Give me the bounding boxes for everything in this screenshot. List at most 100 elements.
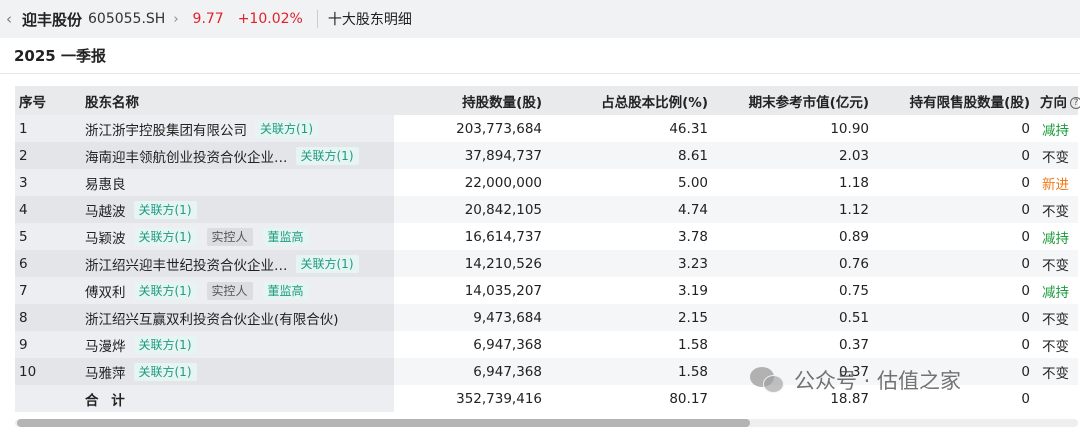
table-row[interactable]: 6 浙江绍兴迎丰世纪投资合伙企业… 关联方(1) 14,210,526 3.23 0.76… [15, 250, 1078, 277]
table-row[interactable]: 7 傅双利 关联方(1) 实控人 董监高 14,035,207 3.19 0.75 0 减持 [15, 277, 1078, 304]
back-icon[interactable]: ‹ [6, 10, 12, 28]
related-party-tag[interactable]: 关联方(1) [133, 362, 197, 381]
table-row[interactable]: 4 马越波 关联方(1) 20,842,105 4.74 1.12 0 不变 [15, 196, 1078, 223]
row-index: 3 [15, 169, 81, 196]
direction: 不变 [1036, 142, 1078, 169]
direction: 不变 [1036, 250, 1078, 277]
restricted-shares: 0 [875, 196, 1036, 223]
scrollbar-thumb[interactable] [17, 419, 750, 427]
share-ratio: 5.00 [548, 169, 714, 196]
shareholder-name[interactable]: 傅双利 [85, 284, 126, 301]
table-body: 1 浙江浙宇控股集团有限公司 关联方(1) 203,773,684 46.31 10.90… [15, 115, 1078, 412]
controller-tag: 实控人 [206, 281, 253, 300]
stock-price: 9.77 [192, 11, 224, 27]
restricted-shares: 0 [875, 223, 1036, 250]
direction: 不变 [1036, 196, 1078, 223]
direction: 减持 [1036, 223, 1078, 250]
related-party-tag[interactable]: 关联方(1) [255, 119, 318, 138]
row-index: 8 [15, 304, 81, 331]
direction: 新进 [1036, 169, 1078, 196]
col-header-market-value[interactable]: 期末参考市值(亿元) [714, 86, 875, 115]
report-period-title: 2025 一季报 [0, 38, 1080, 74]
share-ratio: 3.23 [548, 250, 714, 277]
restricted-shares: 0 [875, 331, 1036, 358]
market-value: 0.37 [714, 331, 875, 358]
row-index: 1 [15, 115, 81, 142]
col-header-restricted[interactable]: 持有限售股数量(股) [875, 86, 1036, 115]
row-index: 7 [15, 277, 81, 304]
table-row[interactable]: 10 马雅萍 关联方(1) 6,947,368 1.58 0.37 0 不变 [15, 358, 1078, 385]
related-party-tag[interactable]: 关联方(1) [133, 281, 197, 300]
share-ratio: 4.74 [548, 196, 714, 223]
share-ratio: 2.15 [548, 304, 714, 331]
col-header-shares[interactable]: 持股数量(股) [394, 86, 548, 115]
related-party-tag[interactable]: 关联方(1) [295, 146, 359, 165]
table-row[interactable]: 3 易惠良 22,000,000 5.00 1.18 0 新进 [15, 169, 1078, 196]
col-header-index[interactable]: 序号 [15, 86, 81, 115]
market-value: 2.03 [714, 142, 875, 169]
total-label: 合 计 [81, 385, 394, 412]
shares-held: 37,894,737 [394, 142, 548, 169]
market-value: 0.37 [714, 358, 875, 385]
market-value: 0.76 [714, 250, 875, 277]
total-index [15, 385, 81, 412]
market-value: 0.75 [714, 277, 875, 304]
restricted-shares: 0 [875, 169, 1036, 196]
share-ratio: 3.19 [548, 277, 714, 304]
direction: 减持 [1036, 277, 1078, 304]
direction: 不变 [1036, 304, 1078, 331]
shareholder-name-cell: 马颖波 关联方(1) 实控人 董监高 [81, 223, 394, 250]
share-ratio: 3.78 [548, 223, 714, 250]
shareholder-name-cell: 马越波 关联方(1) [81, 196, 394, 223]
share-ratio: 8.61 [548, 142, 714, 169]
row-index: 5 [15, 223, 81, 250]
related-party-tag[interactable]: 关联方(1) [133, 227, 197, 246]
help-icon[interactable]: ? [1070, 96, 1080, 109]
horizontal-scrollbar[interactable] [15, 419, 1078, 427]
shareholder-name[interactable]: 浙江浙宇控股集团有限公司 [85, 122, 247, 139]
total-ratio: 80.17 [548, 385, 714, 412]
shares-held: 203,773,684 [394, 115, 548, 142]
restricted-shares: 0 [875, 142, 1036, 169]
shareholder-name[interactable]: 马越波 [85, 203, 126, 220]
shareholder-name-cell: 傅双利 关联方(1) 实控人 董监高 [81, 277, 394, 304]
divider [316, 10, 318, 28]
shareholder-name-cell: 易惠良 [81, 169, 394, 196]
table-row[interactable]: 9 马漫烨 关联方(1) 6,947,368 1.58 0.37 0 不变 [15, 331, 1078, 358]
watermark-text: 公众号 · 估值之家 [794, 369, 962, 393]
shares-held: 6,947,368 [394, 331, 548, 358]
top-bar: ‹ 迎丰股份 605055.SH › 9.77 +10.02% 十大股东明细 [0, 0, 1080, 38]
shares-held: 16,614,737 [394, 223, 548, 250]
shareholder-name[interactable]: 马雅萍 [85, 365, 126, 382]
shareholder-name[interactable]: 浙江绍兴迎丰世纪投资合伙企业… [85, 257, 288, 274]
shareholders-table: 序号 股东名称 持股数量(股) 占总股本比例(%) 期末参考市值(亿元) 持有限… [15, 86, 1080, 412]
col-header-direction-cell[interactable]: 方向? [1036, 86, 1080, 115]
shareholder-name-cell: 浙江浙宇控股集团有限公司 关联方(1) [81, 115, 394, 142]
market-value: 10.90 [714, 115, 875, 142]
related-party-tag[interactable]: 关联方(1) [133, 200, 197, 219]
market-value: 0.89 [714, 223, 875, 250]
table-row[interactable]: 8 浙江绍兴互赢双利投资合伙企业(有限合伙) 9,473,684 2.15 0.51 0 不… [15, 304, 1078, 331]
table-row[interactable]: 1 浙江浙宇控股集团有限公司 关联方(1) 203,773,684 46.31 10.90… [15, 115, 1078, 142]
related-party-tag[interactable]: 关联方(1) [133, 335, 197, 354]
shareholder-name[interactable]: 易惠良 [85, 176, 126, 193]
market-value: 1.12 [714, 196, 875, 223]
col-header-name[interactable]: 股东名称 [81, 86, 394, 115]
restricted-shares: 0 [875, 304, 1036, 331]
shareholder-name[interactable]: 海南迎丰领航创业投资合伙企业… [85, 149, 288, 166]
shareholder-name[interactable]: 马漫烨 [85, 338, 126, 355]
total-row: 合 计 352,739,416 80.17 18.87 0 [15, 385, 1078, 412]
shareholder-name[interactable]: 浙江绍兴互赢双利投资合伙企业(有限合伙) [85, 311, 339, 328]
executive-tag: 董监高 [262, 281, 309, 300]
direction: 不变 [1036, 358, 1078, 385]
shares-held: 9,473,684 [394, 304, 548, 331]
chevron-right-icon[interactable]: › [173, 11, 179, 27]
table-row[interactable]: 2 海南迎丰领航创业投资合伙企业… 关联方(1) 37,894,737 8.61 2.03… [15, 142, 1078, 169]
share-ratio: 1.58 [548, 331, 714, 358]
col-header-ratio[interactable]: 占总股本比例(%) [548, 86, 714, 115]
row-index: 4 [15, 196, 81, 223]
shareholder-name[interactable]: 马颖波 [85, 230, 126, 247]
direction: 不变 [1036, 331, 1078, 358]
table-row[interactable]: 5 马颖波 关联方(1) 实控人 董监高 16,614,737 3.78 0.89 0 减持 [15, 223, 1078, 250]
related-party-tag[interactable]: 关联方(1) [295, 254, 359, 273]
